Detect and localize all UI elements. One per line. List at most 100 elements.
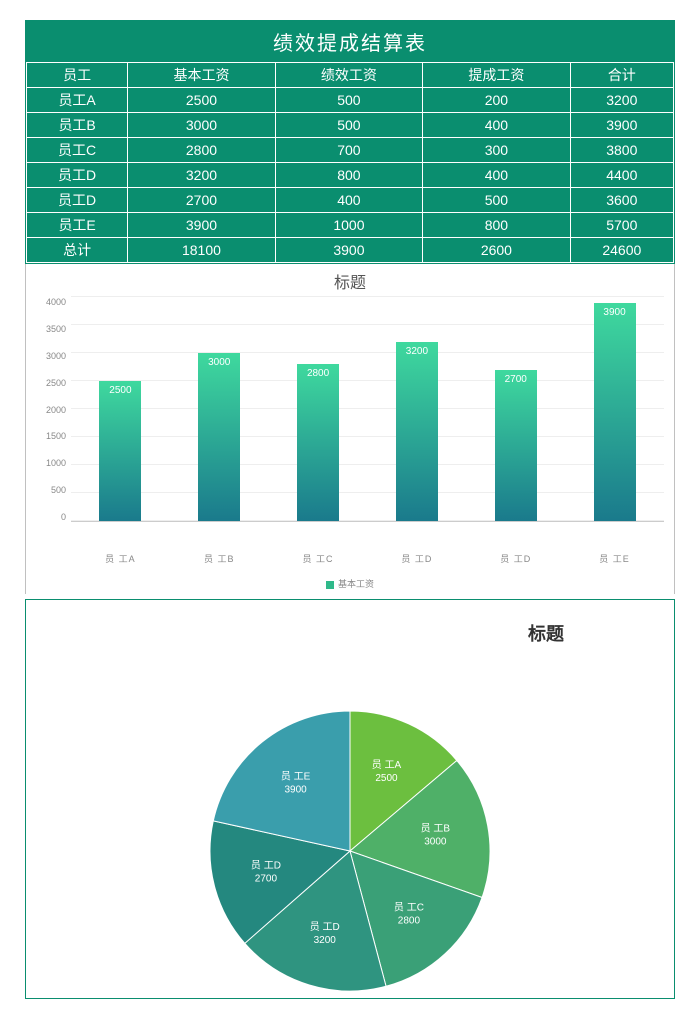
table-cell: 2700 xyxy=(128,188,275,213)
y-tick: 4000 xyxy=(46,297,66,307)
table-cell: 员工A xyxy=(27,88,128,113)
table-cell: 3000 xyxy=(128,113,275,138)
y-tick: 1000 xyxy=(46,458,66,468)
table-row: 员工C28007003003800 xyxy=(27,138,674,163)
table-cell: 500 xyxy=(423,188,570,213)
table-row: 员工E390010008005700 xyxy=(27,213,674,238)
bar-plot: 2500 3000 2800 3200 2700 3900 xyxy=(71,297,664,522)
column-header: 基本工资 xyxy=(128,63,275,88)
pie-slice-label: 员 工A xyxy=(372,759,402,771)
table-cell: 总计 xyxy=(27,238,128,263)
x-tick: 员 工C xyxy=(297,552,339,565)
column-header: 提成工资 xyxy=(423,63,570,88)
table-cell: 3900 xyxy=(275,238,422,263)
pie-chart: 员 工A 2500 员 工B 3000 员 工C 2800 员 工D 3200 员 工D 2700… xyxy=(30,631,670,1031)
table-cell: 4400 xyxy=(570,163,673,188)
table-cell: 3900 xyxy=(570,113,673,138)
table-row: 员工D27004005003600 xyxy=(27,188,674,213)
pie-slice-label: 员 工D xyxy=(251,859,281,871)
x-tick: 员 工D xyxy=(495,552,537,565)
y-tick: 3000 xyxy=(46,351,66,361)
x-tick: 员 工D xyxy=(396,552,438,565)
x-tick: 员 工B xyxy=(198,552,240,565)
bar: 3200 xyxy=(396,342,438,521)
table-cell: 2600 xyxy=(423,238,570,263)
table-cell: 5700 xyxy=(570,213,673,238)
data-table: 员工基本工资绩效工资提成工资合计 员工A25005002003200员工B300… xyxy=(26,62,674,263)
pie-slice-value: 2700 xyxy=(255,873,278,884)
pie-slice-value: 3900 xyxy=(285,784,308,795)
bar-chart-title: 标题 xyxy=(36,269,664,293)
x-tick: 员 工A xyxy=(99,552,141,565)
y-tick: 0 xyxy=(61,512,66,522)
table-row: 员工B30005004003900 xyxy=(27,113,674,138)
column-header: 员工 xyxy=(27,63,128,88)
bar-value-label: 2800 xyxy=(297,368,339,379)
table-cell: 员工D xyxy=(27,163,128,188)
x-tick: 员 工E xyxy=(594,552,636,565)
table-cell: 员工D xyxy=(27,188,128,213)
bar-value-label: 3900 xyxy=(594,307,636,318)
y-tick: 2000 xyxy=(46,405,66,415)
pie-slice-label: 员 工C xyxy=(394,902,424,914)
bar: 3000 xyxy=(198,353,240,521)
bar-chart-panel: 标题 4000 3500 3000 2500 2000 1500 1000 500 0 2500… xyxy=(25,264,675,594)
table-cell: 员工B xyxy=(27,113,128,138)
column-header: 合计 xyxy=(570,63,673,88)
bar-value-label: 2500 xyxy=(99,385,141,396)
table-cell: 500 xyxy=(275,113,422,138)
pie-slice-value: 2500 xyxy=(375,773,398,784)
table-cell: 400 xyxy=(423,163,570,188)
table-cell: 800 xyxy=(423,213,570,238)
table-cell: 200 xyxy=(423,88,570,113)
table-row: 员工A25005002003200 xyxy=(27,88,674,113)
table-cell: 3800 xyxy=(570,138,673,163)
table-cell: 500 xyxy=(275,88,422,113)
y-tick: 1500 xyxy=(46,431,66,441)
bar: 2700 xyxy=(495,370,537,521)
table-cell: 700 xyxy=(275,138,422,163)
pie-slice-label: 员 工B xyxy=(421,822,451,834)
bar-chart: 4000 3500 3000 2500 2000 1500 1000 500 0 2500 300… xyxy=(36,297,664,542)
y-tick: 2500 xyxy=(46,378,66,388)
legend-color-box xyxy=(326,581,334,589)
table-row: 总计181003900260024600 xyxy=(27,238,674,263)
pie-slice-value: 3200 xyxy=(314,935,337,946)
bar-legend: 基本工资 xyxy=(36,577,664,590)
table-cell: 员工C xyxy=(27,138,128,163)
table-cell: 18100 xyxy=(128,238,275,263)
table-cell: 3600 xyxy=(570,188,673,213)
salary-table: 绩效提成结算表 员工基本工资绩效工资提成工资合计 员工A250050020032… xyxy=(25,20,675,264)
table-cell: 3200 xyxy=(570,88,673,113)
table-cell: 2800 xyxy=(128,138,275,163)
table-row: 员工D32008004004400 xyxy=(27,163,674,188)
bar: 2800 xyxy=(297,364,339,521)
table-cell: 400 xyxy=(423,113,570,138)
y-tick: 500 xyxy=(51,485,66,495)
bar-value-label: 3200 xyxy=(396,346,438,357)
bar-value-label: 2700 xyxy=(495,374,537,385)
pie-slice-value: 2800 xyxy=(398,916,421,927)
table-cell: 3200 xyxy=(128,163,275,188)
pie-chart-panel: 标题 员 工A2500员 工B3000员 工C2800员 工D3200员 工D2… xyxy=(25,599,675,999)
pie-slice-value: 3000 xyxy=(424,836,447,847)
table-cell: 2500 xyxy=(128,88,275,113)
table-cell: 24600 xyxy=(570,238,673,263)
bar-value-label: 3000 xyxy=(198,357,240,368)
table-cell: 3900 xyxy=(128,213,275,238)
pie-slice-label: 员 工E xyxy=(281,770,311,782)
table-cell: 1000 xyxy=(275,213,422,238)
x-axis-labels: 员 工A 员 工B 员 工C 员 工D 员 工D 员 工E xyxy=(71,542,664,565)
table-cell: 员工E xyxy=(27,213,128,238)
column-header: 绩效工资 xyxy=(275,63,422,88)
bar: 3900 xyxy=(594,303,636,521)
pie-slice-label: 员 工D xyxy=(310,921,340,933)
legend-label: 基本工资 xyxy=(338,579,374,589)
table-cell: 400 xyxy=(275,188,422,213)
table-cell: 800 xyxy=(275,163,422,188)
table-title: 绩效提成结算表 xyxy=(26,21,674,62)
y-axis: 4000 3500 3000 2500 2000 1500 1000 500 0 xyxy=(36,297,71,522)
y-tick: 3500 xyxy=(46,324,66,334)
table-cell: 300 xyxy=(423,138,570,163)
bar: 2500 xyxy=(99,381,141,521)
